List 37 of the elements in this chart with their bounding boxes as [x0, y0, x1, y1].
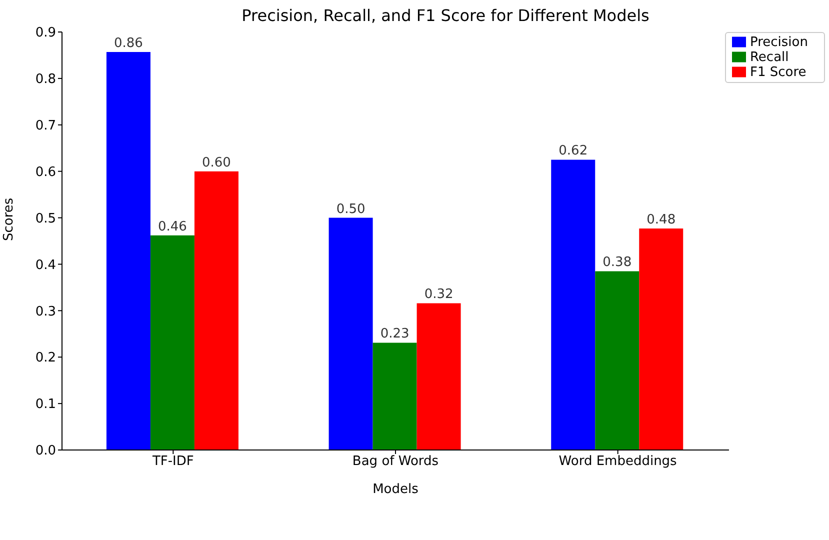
bar [194, 171, 238, 450]
y-tick-label: 0.8 [35, 72, 56, 88]
y-tick-label: 0.4 [35, 258, 56, 273]
bar [372, 342, 417, 450]
data-label: 0.38 [602, 255, 632, 270]
y-tick-label: 0.5 [35, 211, 56, 226]
bar [639, 228, 684, 450]
y-tick-label: 0.0 [35, 444, 56, 459]
bar [551, 160, 596, 450]
data-label: 0.60 [202, 155, 231, 170]
legend-label: Recall [750, 50, 789, 65]
data-label: 0.46 [158, 219, 187, 234]
y-tick-label: 0.7 [35, 118, 56, 134]
data-label: 0.62 [558, 144, 588, 159]
data-label: 0.50 [336, 202, 366, 217]
y-axis-title: Scores [2, 198, 17, 241]
y-tick-label: 0.2 [35, 350, 56, 366]
legend-label: Precision [750, 35, 808, 50]
bar [106, 52, 150, 450]
chart-title: Precision, Recall, and F1 Score for Different Models [240, 6, 650, 25]
x-tick-label: Bag of Words [352, 454, 439, 470]
y-tick-label: 0.9 [35, 26, 56, 41]
x-tick-label: Word Embeddings [558, 454, 678, 470]
y-tick-label: 0.6 [35, 164, 56, 180]
legend-label: F1 Score [750, 65, 806, 80]
y-tick-label: 0.1 [35, 397, 56, 412]
bar [328, 218, 373, 450]
bar [150, 235, 194, 450]
bar [595, 271, 640, 450]
data-label: 0.23 [380, 326, 410, 342]
data-label: 0.32 [424, 287, 454, 302]
y-tick-label: 0.3 [35, 304, 56, 320]
x-axis-title: Models [372, 482, 419, 497]
bar [416, 303, 461, 450]
x-tick-label: TF-IDF [151, 454, 194, 470]
data-label: 0.86 [114, 36, 143, 51]
data-label: 0.48 [646, 212, 676, 228]
